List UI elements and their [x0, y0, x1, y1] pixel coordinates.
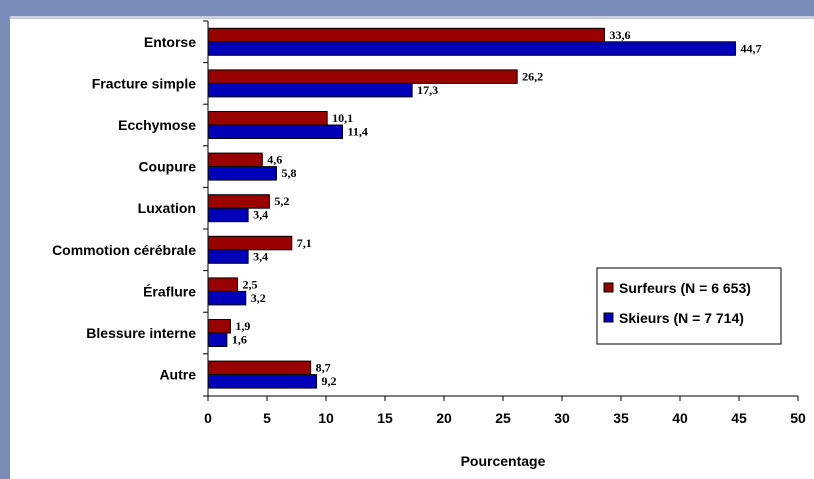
- category-label: Éraflure: [143, 283, 196, 299]
- frame-inner-top-band: [10, 16, 814, 19]
- surfeurs-bar: [207, 27, 605, 43]
- category-label: Ecchymose: [118, 117, 196, 133]
- surfeurs-value-label: 8,7: [316, 361, 331, 375]
- surfeurs-value-label: 2,5: [243, 277, 258, 291]
- surfeurs-value-label: 7,1: [297, 236, 312, 250]
- surfeurs-bar: [207, 319, 231, 334]
- skieurs-bar: [207, 82, 413, 98]
- x-tick-label: 20: [436, 410, 452, 426]
- category-label: Blessure interne: [86, 325, 196, 341]
- x-tick-label: 50: [790, 410, 806, 426]
- frame-left-band: [0, 0, 10, 479]
- surfeurs-bar: [207, 152, 263, 168]
- surfeurs-bar: [207, 194, 270, 209]
- skieurs-bar: [207, 41, 736, 56]
- x-axis-title: Pourcentage: [461, 453, 546, 469]
- surfeurs-value-label: 10,1: [332, 111, 353, 125]
- surfeurs-bar: [207, 235, 293, 251]
- skieurs-bar: [207, 124, 344, 139]
- skieurs-bar: [207, 166, 277, 181]
- surfeurs-value-label: 26,2: [522, 69, 543, 83]
- surfeurs-value-label: 1,9: [235, 319, 250, 333]
- skieurs-bar: [207, 249, 249, 264]
- surfeurs-value-label: 33,6: [609, 28, 630, 42]
- x-tick-label: 15: [377, 410, 393, 426]
- x-tick-label: 0: [204, 410, 212, 426]
- legend-label-surfeurs: Surfeurs (N = 6 653): [619, 280, 751, 296]
- category-label: Commotion cérébrale: [52, 242, 196, 258]
- category-label: Autre: [159, 367, 196, 383]
- skieurs-value-label: 3,2: [251, 291, 266, 305]
- x-tick-label: 35: [613, 410, 629, 426]
- legend-swatch-surfeurs: [603, 282, 614, 293]
- skieurs-value-label: 11,4: [348, 125, 368, 139]
- skieurs-value-label: 9,2: [322, 374, 337, 388]
- skieurs-value-label: 3,4: [253, 249, 268, 263]
- category-label: Fracture simple: [92, 75, 196, 91]
- skieurs-bar: [207, 332, 228, 347]
- skieurs-value-label: 17,3: [417, 83, 438, 97]
- surfeurs-bar: [207, 69, 518, 84]
- category-label: Luxation: [138, 200, 196, 216]
- x-tick-label: 30: [554, 410, 570, 426]
- skieurs-value-label: 5,8: [281, 166, 296, 180]
- category-label: Coupure: [138, 159, 196, 175]
- category-label: Entorse: [144, 34, 196, 50]
- skieurs-value-label: 1,6: [232, 333, 247, 347]
- x-tick-label: 40: [672, 410, 688, 426]
- skieurs-bar: [207, 374, 318, 389]
- x-tick-label: 10: [318, 410, 334, 426]
- skieurs-value-label: 3,4: [253, 208, 268, 222]
- x-tick-label: 25: [495, 410, 511, 426]
- x-tick-label: 45: [731, 410, 747, 426]
- surfeurs-value-label: 5,2: [274, 194, 289, 208]
- skieurs-bar: [207, 290, 247, 306]
- surfeurs-bar: [207, 111, 328, 126]
- frame-top-band: [0, 0, 814, 16]
- skieurs-bar: [207, 207, 249, 223]
- surfeurs-bar: [207, 360, 312, 376]
- x-tick-label: 5: [263, 410, 271, 426]
- legend-swatch-skieurs: [603, 312, 614, 323]
- skieurs-value-label: 44,7: [740, 41, 761, 55]
- legend-box: [596, 267, 782, 345]
- legend-label-skieurs: Skieurs (N = 7 714): [619, 310, 744, 326]
- surfeurs-value-label: 4,6: [267, 153, 282, 167]
- surfeurs-bar: [207, 277, 238, 292]
